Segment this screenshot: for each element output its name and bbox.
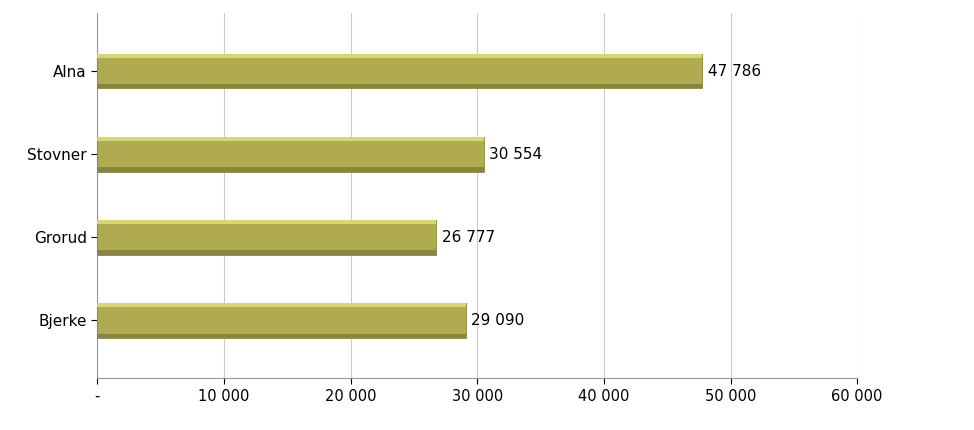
Text: 30 554: 30 554 — [489, 147, 543, 162]
Bar — [97, 303, 466, 338]
Text: 29 090: 29 090 — [470, 313, 524, 328]
Bar — [97, 54, 702, 89]
Bar — [97, 220, 436, 255]
Text: 26 777: 26 777 — [441, 230, 495, 245]
Text: 47 786: 47 786 — [707, 64, 761, 79]
Bar — [97, 220, 436, 224]
Bar — [97, 84, 702, 89]
Bar — [97, 137, 484, 172]
Bar — [97, 303, 466, 307]
Bar — [97, 334, 466, 338]
Bar — [97, 137, 484, 141]
Bar — [97, 54, 702, 58]
Bar — [97, 167, 484, 172]
Bar — [97, 250, 436, 255]
